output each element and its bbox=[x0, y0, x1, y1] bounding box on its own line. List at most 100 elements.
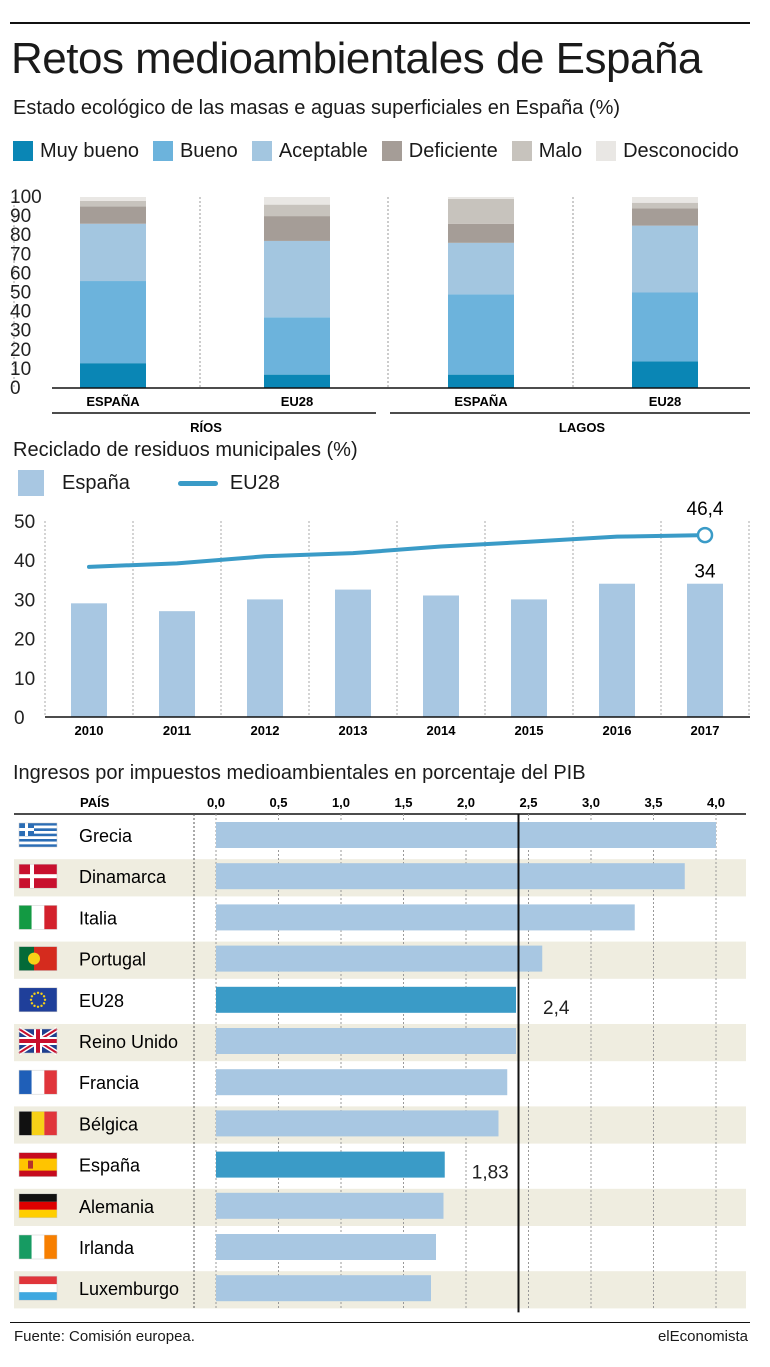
legend-swatch bbox=[152, 141, 173, 161]
x-tick-label: 2014 bbox=[427, 723, 457, 738]
country-label: Dinamarca bbox=[79, 867, 167, 887]
y-tick-label: 10 bbox=[10, 359, 31, 380]
bar-segment bbox=[448, 294, 514, 375]
bar-segment bbox=[632, 225, 698, 293]
recycling-chart: 0 10 20 30 40 50 2010 2011 2012 2013 2014 2015 2016 2… bbox=[14, 499, 750, 738]
y-tick-label: 0 bbox=[10, 378, 21, 399]
legend-label: Malo bbox=[538, 139, 583, 162]
ecology-subtitle: Estado ecológico de las masas e aguas su… bbox=[13, 97, 621, 119]
bar-segment bbox=[80, 200, 146, 207]
y-tick-label: 100 bbox=[10, 187, 42, 208]
bar bbox=[216, 1151, 445, 1178]
x-tick-label: ESPAÑA bbox=[86, 394, 140, 409]
legend-swatch bbox=[596, 141, 617, 161]
bar bbox=[216, 1110, 499, 1137]
data-label: 1,83 bbox=[472, 1163, 509, 1184]
country-label: Portugal bbox=[79, 950, 146, 970]
column-header: PAÍS bbox=[80, 795, 110, 810]
taxes-horizontal-bar-chart: PAÍS 0,0 0,5 1,0 1,5 2,0 2,5 3,0 3,5 4,0 Grecia Din… bbox=[14, 795, 746, 1313]
bar-segment bbox=[448, 374, 514, 388]
bar-segment bbox=[632, 292, 698, 362]
bar-segment bbox=[264, 240, 330, 318]
legend-label: Desconocido bbox=[623, 139, 739, 162]
y-tick-label: 20 bbox=[10, 340, 31, 361]
legend-label-spain: España bbox=[62, 471, 130, 494]
legend-line-eu28 bbox=[177, 480, 218, 486]
x-tick-label: 2016 bbox=[603, 723, 632, 738]
x-tick-label: 0,5 bbox=[269, 795, 287, 810]
legend-deficiente: Deficiente bbox=[381, 139, 498, 163]
grecia-flag-icon bbox=[18, 822, 58, 848]
bar-segment bbox=[264, 374, 330, 388]
bar bbox=[216, 1028, 516, 1054]
españa-flag-icon bbox=[18, 1152, 58, 1177]
legend-label: Deficiente bbox=[408, 139, 498, 162]
legend-desconocido: Desconocido bbox=[596, 140, 739, 163]
x-tick-label: 2010 bbox=[75, 723, 104, 738]
bar-segment bbox=[264, 204, 330, 217]
x-tick-label: 2017 bbox=[691, 723, 720, 738]
legend-bueno: Bueno bbox=[152, 139, 238, 163]
bar-segment bbox=[632, 361, 698, 388]
data-label: 2,4 bbox=[543, 998, 570, 1019]
bar bbox=[216, 1069, 508, 1096]
x-tick-label: EU28 bbox=[649, 394, 682, 409]
bar bbox=[216, 986, 516, 1013]
bar bbox=[216, 904, 635, 931]
legend-aceptable: Aceptable bbox=[251, 140, 368, 163]
x-tick-label: 1,5 bbox=[394, 795, 412, 810]
legend-label-eu28: EU28 bbox=[229, 471, 280, 494]
legend-label: Muy bueno bbox=[40, 139, 139, 162]
bar bbox=[216, 1192, 444, 1219]
x-tick-label: ESPAÑA bbox=[454, 394, 508, 409]
irlanda-flag-icon bbox=[18, 1234, 58, 1260]
legend-label: Bueno bbox=[179, 139, 238, 162]
bar bbox=[216, 1234, 436, 1260]
x-tick-label: 1,0 bbox=[332, 795, 350, 810]
bar bbox=[599, 583, 635, 717]
x-tick-label: 3,5 bbox=[644, 795, 662, 810]
y-tick-label: 40 bbox=[14, 551, 35, 572]
eu28-line bbox=[87, 533, 707, 569]
source-note: Fuente: Comisión europea. bbox=[14, 1328, 195, 1345]
data-label: 34 bbox=[694, 562, 716, 583]
bar bbox=[423, 595, 459, 717]
top-rule bbox=[10, 22, 750, 24]
group-label: LAGOS bbox=[559, 420, 606, 435]
x-tick-label: 2,5 bbox=[519, 795, 537, 810]
bélgica-flag-icon bbox=[18, 1111, 58, 1136]
bar bbox=[511, 599, 547, 717]
x-tick-label: 4,0 bbox=[707, 795, 725, 810]
legend-swatch bbox=[13, 141, 33, 161]
country-label: Reino Unido bbox=[79, 1032, 178, 1052]
x-tick-label: 2011 bbox=[163, 723, 191, 738]
portugal-flag-icon bbox=[18, 946, 58, 971]
bar bbox=[216, 1275, 431, 1302]
bar-segment bbox=[448, 242, 514, 295]
recycling-subtitle: Reciclado de residuos municipales (%) bbox=[13, 439, 358, 461]
legend-swatch bbox=[251, 141, 272, 161]
legend-swatch bbox=[381, 141, 402, 161]
country-label: Italia bbox=[79, 908, 118, 928]
bar bbox=[216, 822, 716, 848]
country-label: Irlanda bbox=[79, 1238, 135, 1258]
country-label: Luxemburgo bbox=[79, 1279, 179, 1299]
y-tick-label: 10 bbox=[14, 669, 35, 690]
x-tick-label: 3,0 bbox=[582, 795, 600, 810]
bar bbox=[687, 583, 723, 717]
y-tick-label: 20 bbox=[14, 630, 35, 651]
bar bbox=[247, 599, 283, 717]
bar-segment bbox=[448, 198, 514, 224]
bar-segment bbox=[80, 197, 146, 201]
y-tick-label: 0 bbox=[14, 708, 25, 729]
bar-segment bbox=[264, 197, 330, 205]
reino-unido-flag-icon bbox=[17, 1026, 59, 1056]
bar-segment bbox=[80, 206, 146, 224]
bottom-rule bbox=[10, 1322, 750, 1323]
eu28-flag-icon bbox=[18, 987, 58, 1013]
bar bbox=[71, 603, 107, 717]
legend-malo: Malo bbox=[511, 139, 583, 163]
taxes-subtitle: Ingresos por impuestos medioambientales … bbox=[13, 762, 586, 784]
eu28-end-marker bbox=[696, 526, 714, 544]
bar bbox=[335, 589, 371, 717]
